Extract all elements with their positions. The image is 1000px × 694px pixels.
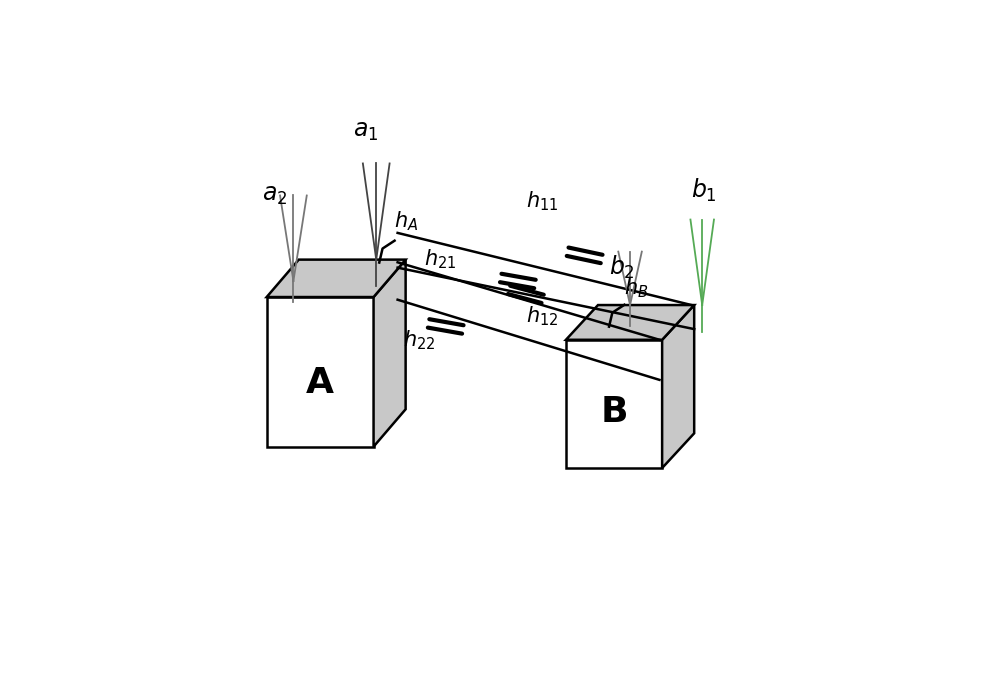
Polygon shape: [662, 305, 694, 468]
Text: $h_A$: $h_A$: [394, 210, 418, 233]
Text: $h_B$: $h_B$: [624, 276, 648, 300]
Polygon shape: [267, 297, 374, 447]
Text: $h_{12}$: $h_{12}$: [526, 304, 558, 328]
Text: $h_{21}$: $h_{21}$: [424, 248, 457, 271]
Text: B: B: [600, 395, 628, 429]
Polygon shape: [374, 260, 406, 447]
Text: A: A: [306, 366, 334, 400]
Text: $b_1$: $b_1$: [691, 176, 717, 204]
Polygon shape: [566, 305, 694, 340]
Text: $h_{11}$: $h_{11}$: [526, 189, 558, 212]
Polygon shape: [566, 340, 662, 468]
Text: $a_1$: $a_1$: [353, 119, 378, 144]
Text: $b_2$: $b_2$: [609, 254, 635, 281]
Text: $a_2$: $a_2$: [262, 183, 287, 208]
Polygon shape: [267, 260, 406, 297]
Text: $h_{22}$: $h_{22}$: [403, 328, 435, 352]
